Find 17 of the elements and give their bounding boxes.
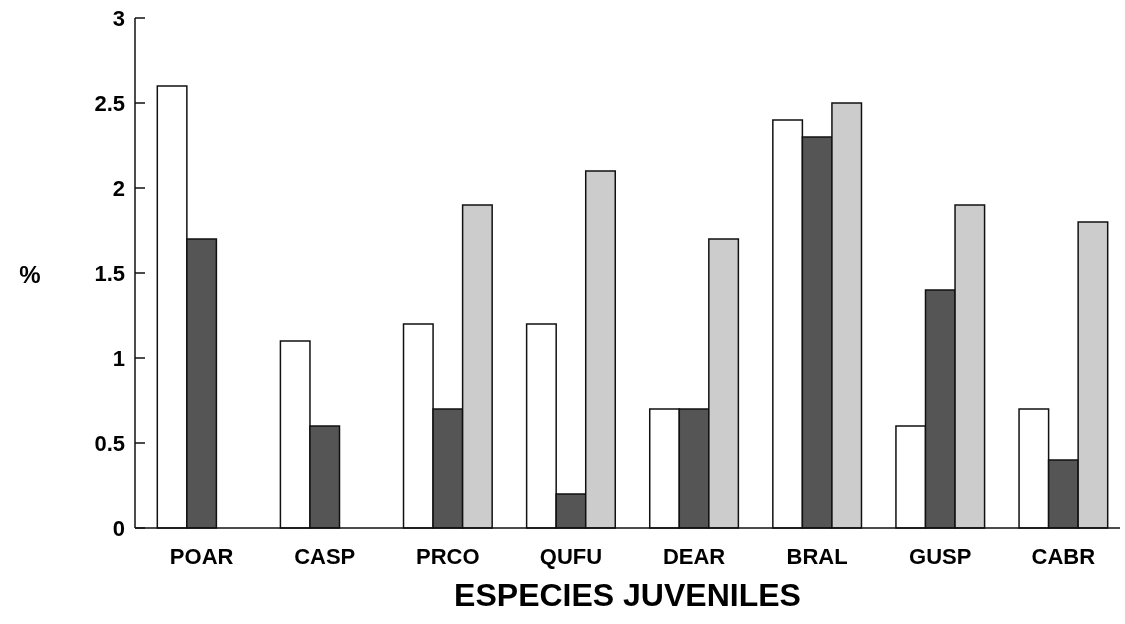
x-tick-label: CASP (294, 544, 356, 569)
x-tick-label: GUSP (909, 544, 972, 569)
x-axis-title: ESPECIES JUVENILES (454, 577, 801, 613)
y-axis-title: % (19, 261, 41, 288)
y-tick-label: 1.5 (94, 260, 125, 286)
y-tick-label: 3 (112, 5, 125, 31)
x-tick-label: CABR (1031, 544, 1096, 569)
x-tick-label: POAR (169, 544, 234, 569)
y-tick-label: 0.5 (94, 430, 125, 456)
x-tick-label: PRCO (416, 544, 480, 569)
y-tick-label: 2.5 (94, 90, 125, 116)
x-tick-label: DEAR (662, 544, 726, 569)
y-tick-label: 2 (112, 175, 125, 201)
y-tick-label: 1 (112, 345, 125, 371)
y-tick-label: 0 (112, 515, 125, 541)
x-tick-label: BRAL (786, 544, 848, 569)
x-tick-label: QUFU (539, 544, 603, 569)
